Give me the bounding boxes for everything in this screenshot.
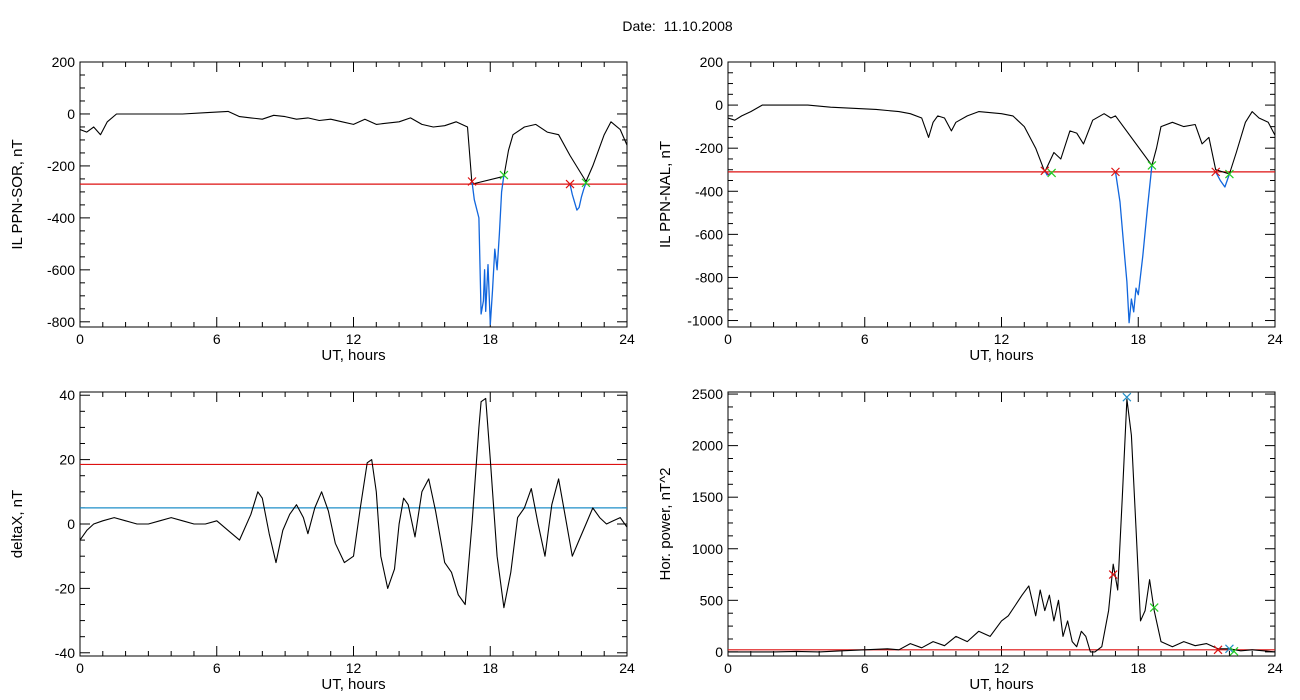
y-tick-label: 200: [700, 54, 724, 70]
x-tick-label: 24: [619, 331, 635, 347]
x-tick-label: 24: [1267, 660, 1283, 676]
y-tick-label: -400: [695, 183, 723, 199]
y-tick-label: 2500: [692, 386, 723, 402]
y-tick-label: 20: [59, 452, 75, 468]
event-start-marker: [467, 177, 477, 186]
date-value: 11.10.2008: [663, 18, 733, 34]
x-tick-label: 6: [861, 331, 869, 347]
x-tick-label: 6: [861, 660, 869, 676]
series-line: [728, 398, 1275, 653]
y-tick-label: -200: [695, 140, 723, 156]
x-tick-label: 6: [213, 331, 221, 347]
y-tick-label: -1000: [687, 313, 723, 329]
y-axis-title: Hor. power, nT^2: [657, 468, 674, 581]
marker-blue: [1224, 644, 1234, 654]
plot-frame: [727, 391, 1276, 657]
event-start-marker: [1211, 167, 1221, 177]
x-tick-label: 6: [213, 660, 221, 676]
figure-title: Date: 11.10.2008: [0, 18, 1300, 34]
panel-hor-power: 0 6 12 18 24 0 500 1000 1500 2000 2500 UT, hours Hor…: [657, 386, 1283, 693]
y-tick-label: 200: [52, 54, 76, 70]
x-axis-title: UT, hours: [969, 676, 1033, 693]
event-segment: [1215, 171, 1231, 188]
data-layer: [728, 104, 1275, 324]
y-tick-label: 1000: [692, 541, 723, 557]
x-tick-label: 24: [619, 660, 635, 676]
x-tick-label: 12: [346, 660, 362, 676]
y-axis-title: IL PPN-SOR, nT: [9, 139, 26, 249]
event-end-marker: [1224, 169, 1234, 179]
event-end-marker: [1147, 160, 1157, 170]
y-axis-title: deltaX, nT: [9, 490, 26, 558]
y-tick-label: 500: [700, 592, 724, 608]
event-segment: [1114, 165, 1153, 324]
y-tick-label: 0: [67, 516, 75, 532]
x-axis-title: UT, hours: [321, 347, 385, 364]
x-tick-label: 18: [482, 331, 498, 347]
y-tick-label: -800: [695, 269, 723, 285]
x-tick-label: 24: [1267, 331, 1283, 347]
panel-ppn-sor: 0 6 12 18 24 -800 -600 -400 -200 0 200 UT, hours IL …: [9, 54, 635, 364]
marker-red: [1213, 645, 1223, 655]
marker-red: [1108, 570, 1118, 579]
marker-green: [1149, 603, 1159, 612]
y-tick-label: -600: [47, 262, 75, 278]
x-tick-label: 18: [1130, 660, 1146, 676]
y-tick-label: 2000: [692, 438, 723, 454]
y-tick-label: 1500: [692, 489, 723, 505]
event-end-marker: [581, 178, 591, 188]
event-end-marker: [1047, 168, 1057, 178]
plot-frame: [79, 391, 628, 657]
marker-blue: [1122, 392, 1132, 402]
x-tick-label: 12: [346, 331, 362, 347]
event-start-marker: [1040, 166, 1050, 176]
panel-ppn-nal: 0 6 12 18 24 -1000 -800 -600 -400 -200 0 200 UT, hou…: [657, 54, 1283, 364]
y-tick-label: -800: [47, 314, 75, 330]
y-tick-label: -20: [55, 580, 75, 596]
marker-green: [1229, 646, 1239, 656]
y-tick-label: -400: [47, 210, 75, 226]
data-layer: [80, 397, 627, 609]
series-line: [80, 397, 627, 609]
y-tick-label: -200: [47, 158, 75, 174]
y-tick-label: 0: [715, 644, 723, 660]
x-tick-label: 12: [994, 660, 1010, 676]
x-tick-label: 18: [1130, 331, 1146, 347]
y-tick-label: 0: [67, 106, 75, 122]
event-start-marker: [1111, 167, 1120, 177]
y-tick-label: -40: [55, 645, 75, 661]
y-tick-label: 0: [715, 97, 723, 113]
x-axis-title: UT, hours: [969, 347, 1033, 364]
panel-deltax: 0 6 12 18 24 -40 -20 0 20 40 UT, hours deltaX, nT: [9, 387, 635, 693]
series-line: [80, 110, 627, 185]
x-tick-label: 12: [994, 331, 1010, 347]
plot-frame: [727, 61, 1276, 328]
y-axis-title: IL PPN-NAL, nT: [657, 141, 674, 248]
plot-frame: [79, 61, 628, 328]
x-tick-label: 0: [76, 660, 84, 676]
x-tick-label: 18: [482, 660, 498, 676]
x-tick-label: 0: [724, 331, 732, 347]
data-layer: [80, 110, 627, 326]
x-axis-title: UT, hours: [321, 676, 385, 693]
x-tick-label: 0: [76, 331, 84, 347]
event-end-marker: [499, 170, 509, 180]
series-line: [728, 104, 1275, 175]
y-tick-label: 40: [59, 387, 75, 403]
y-tick-label: -600: [695, 226, 723, 242]
data-layer: [728, 392, 1275, 656]
x-tick-label: 0: [724, 660, 732, 676]
event-start-marker: [565, 179, 575, 189]
event-segment: [471, 174, 505, 326]
event-segment: [569, 182, 587, 211]
date-label: Date:: [622, 18, 656, 34]
